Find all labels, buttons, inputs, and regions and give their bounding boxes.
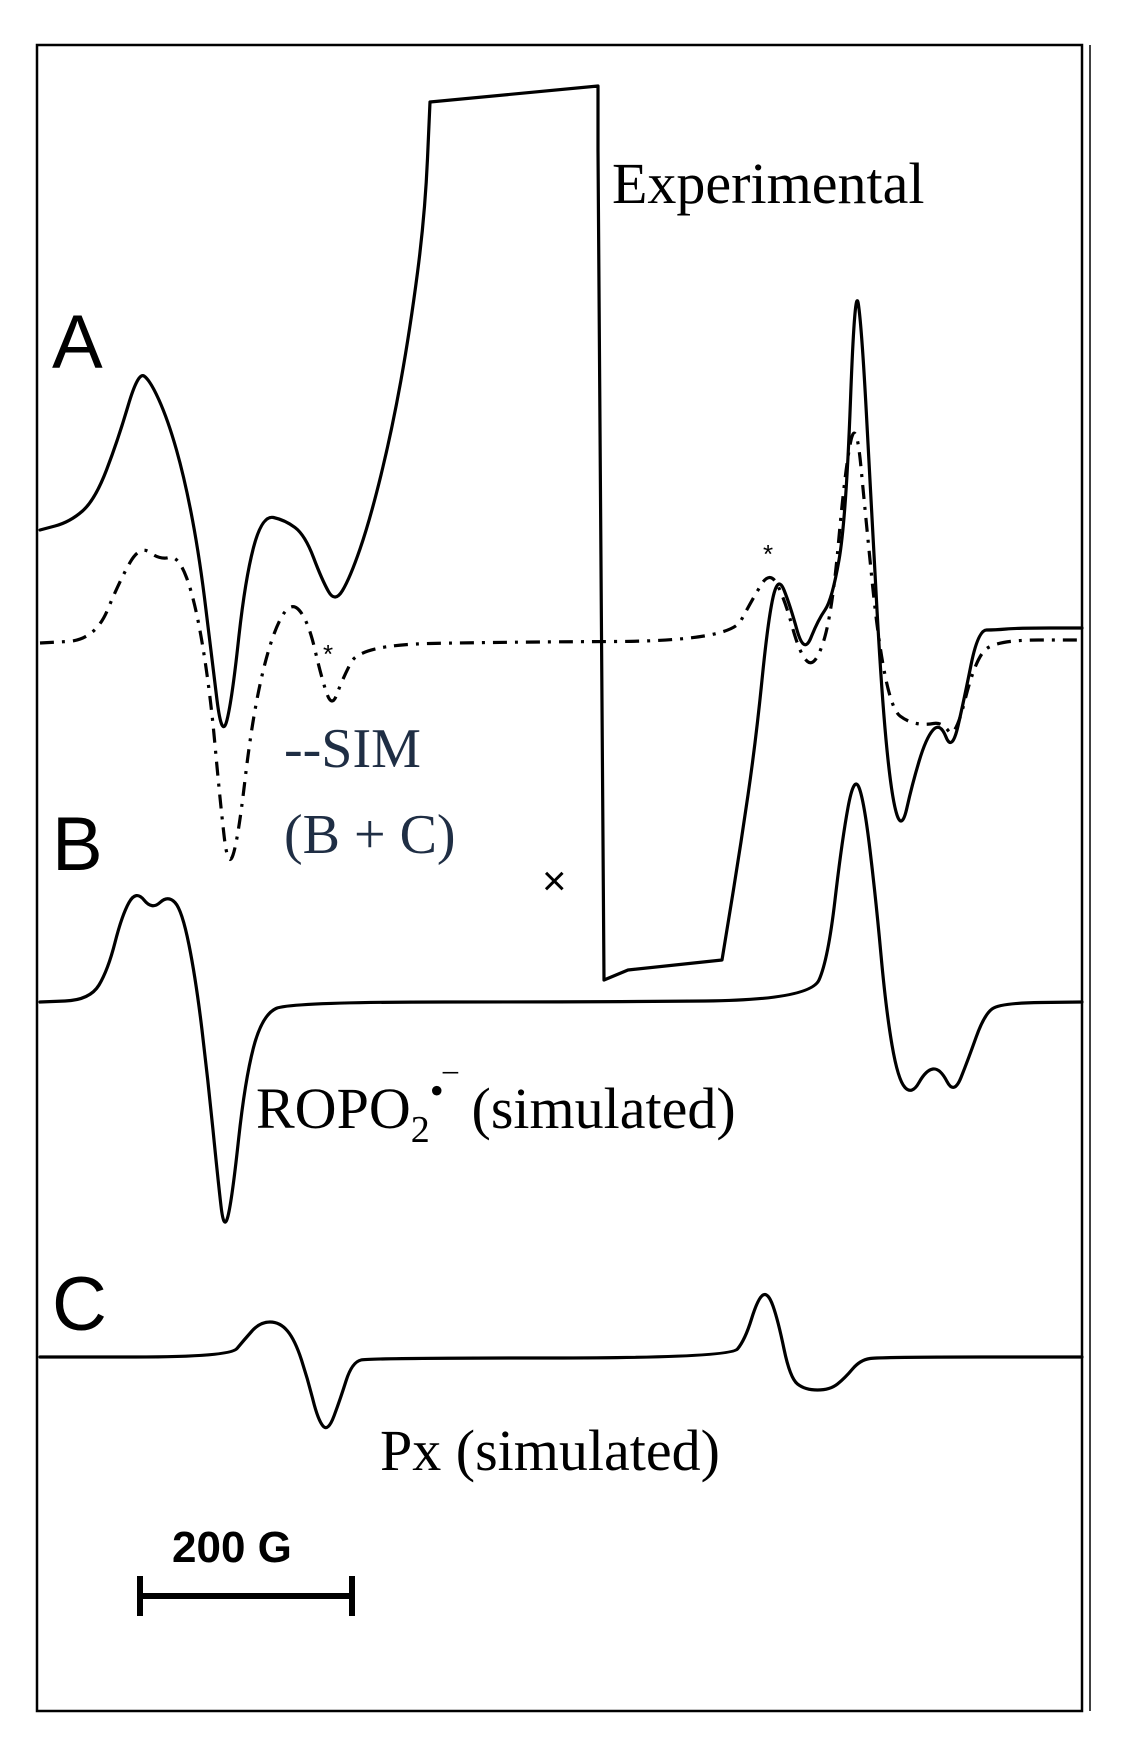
x-marker: × — [542, 857, 567, 904]
trace-b-ropo2-simulated — [38, 782, 1084, 1224]
star-marker-left: * — [323, 639, 333, 669]
star-marker-right: * — [763, 539, 773, 569]
ropo2-label-tail: (simulated) — [457, 1076, 736, 1141]
figure-frame — [35, 43, 1084, 1713]
ropo2-label: ROPO2•‾ (simulated) — [256, 1068, 736, 1151]
trace-c-px-simulated — [38, 1292, 1084, 1430]
scale-bar-label: 200 G — [172, 1523, 292, 1572]
ropo2-label-superscript: •‾ — [430, 1068, 459, 1113]
sim-components-label: (B + C) — [284, 804, 456, 866]
trace-a-simulation — [39, 431, 1082, 861]
panel-letter-c: C — [52, 1262, 107, 1347]
sim-label: --SIM — [284, 718, 421, 780]
panel-letter-b: B — [52, 802, 103, 887]
ropo2-label-subscript: 2 — [411, 1109, 430, 1151]
experimental-label: Experimental — [612, 151, 924, 216]
panel-letter-a: A — [52, 300, 103, 385]
ropo2-label-main: ROPO — [256, 1076, 411, 1141]
trace-a-experimental — [38, 84, 1084, 982]
px-label: Px (simulated) — [380, 1418, 720, 1483]
